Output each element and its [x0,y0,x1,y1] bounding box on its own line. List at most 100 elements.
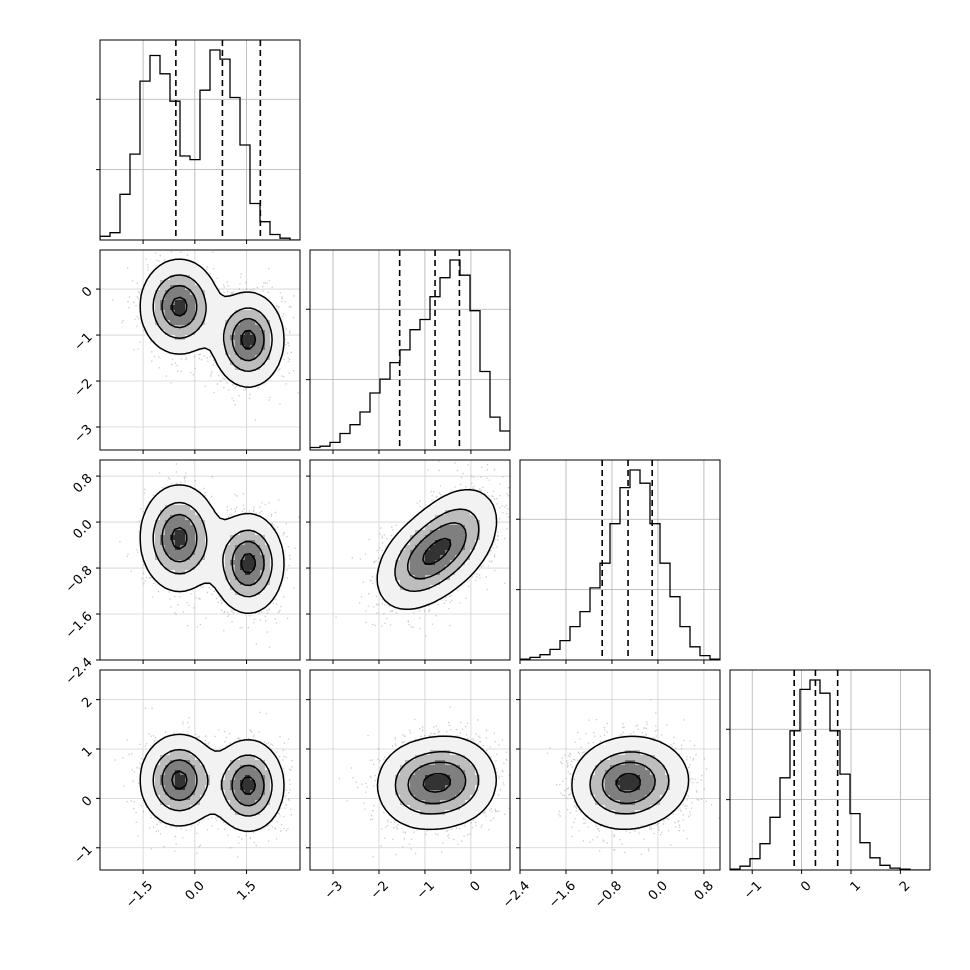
density-cell [430,795,436,801]
density-cell [280,555,286,561]
density-cell [455,575,461,581]
y-tick-label: −3 [71,422,95,446]
density-cell [270,595,276,601]
density-cell [270,590,276,596]
density-cell [175,575,181,581]
density-cell [405,600,411,606]
density-cell [245,370,251,376]
density-cell [455,555,461,561]
density-cell [470,755,476,761]
density-cell [215,775,221,781]
density-cell [595,810,601,816]
density-cell [425,535,431,541]
density-cell [160,515,166,521]
density-cell [390,795,396,801]
density-cell [195,290,201,296]
density-cell [240,375,246,381]
density-cell [225,580,231,586]
density-cell [435,750,441,756]
density-cell [185,570,191,576]
density-cell [240,605,246,611]
density-cell [265,585,271,591]
density-cell [580,805,586,811]
density-cell [645,800,651,806]
density-cell [210,525,216,531]
density-cell [200,535,206,541]
density-cell [280,345,286,351]
density-cell [440,550,446,556]
density-cell [420,750,426,756]
density-cell [165,345,171,351]
density-cell [415,540,421,546]
density-cell [240,300,246,306]
density-cell [220,530,226,536]
density-cell [395,550,401,556]
density-cell [595,780,601,786]
density-cell [210,310,216,316]
density-cell [150,785,156,791]
density-cell [480,530,486,536]
density-cell [400,745,406,751]
density-cell [665,795,671,801]
density-cell [230,595,236,601]
density-cell [160,315,166,321]
density-cell [195,535,201,541]
density-cell [480,520,486,526]
contour-line [422,537,452,565]
density-cell [215,360,221,366]
density-cell [415,515,421,521]
density-cell [185,735,191,741]
density-cell [455,515,461,521]
density-cell [400,770,406,776]
density-cell [455,490,461,496]
density-cell [470,745,476,751]
density-cell [165,580,171,586]
density-cell [170,735,176,741]
density-cell [215,545,221,551]
density-cell [170,510,176,516]
density-cell [175,495,181,501]
density-cell [165,540,171,546]
density-cell [170,520,176,526]
density-cell [650,775,656,781]
contour-line [615,772,641,793]
density-cell [245,555,251,561]
density-cell [650,800,656,806]
density-cell [205,745,211,751]
density-cell [265,575,271,581]
density-cell [485,800,491,806]
density-cell [200,330,206,336]
density-cell [220,550,226,556]
density-cell [425,770,431,776]
density-cell [395,575,401,581]
density-cell [575,770,581,776]
density-cell [215,290,221,296]
density-cell [675,790,681,796]
density-cell [215,765,221,771]
density-cell [205,515,211,521]
density-cell [665,760,671,766]
density-cell [220,580,226,586]
density-cell [180,295,186,301]
density-cell [260,370,266,376]
density-cell [410,750,416,756]
density-cell [630,805,636,811]
density-cell [185,775,191,781]
density-cell [395,560,401,566]
density-cell [230,755,236,761]
x-tick-label: −3 [322,878,346,902]
density-cell [615,755,621,761]
density-cell [165,565,171,571]
density-cell [235,300,241,306]
density-cell [600,800,606,806]
density-cell [185,270,191,276]
density-cell [485,795,491,801]
density-cell [195,525,201,531]
density-cell [460,575,466,581]
density-cell [150,750,156,756]
x-tick-label: 1.5 [234,878,259,903]
density-cell [415,795,421,801]
density-cell [265,525,271,531]
density-cell [225,545,231,551]
density-cell [175,760,181,766]
